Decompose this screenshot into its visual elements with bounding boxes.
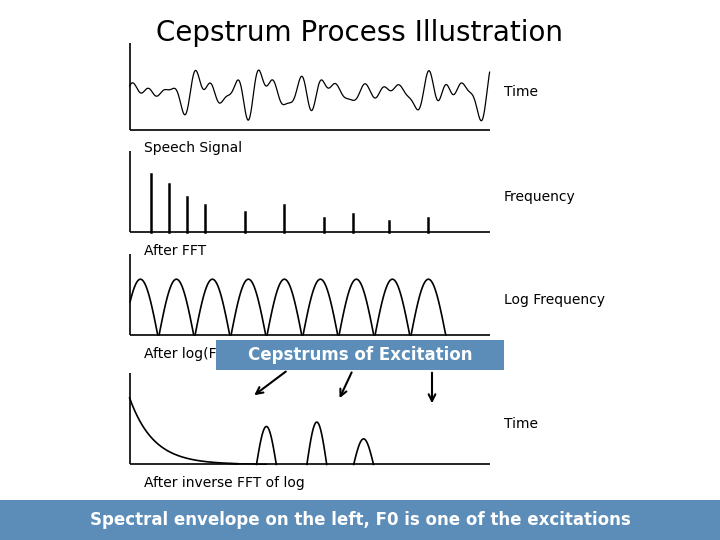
Text: Speech Signal: Speech Signal — [144, 141, 242, 156]
Text: Frequency: Frequency — [504, 190, 576, 204]
Text: Spectral envelope on the left, F0 is one of the excitations: Spectral envelope on the left, F0 is one… — [89, 511, 631, 529]
Text: Time: Time — [504, 417, 538, 431]
Text: After inverse FFT of log: After inverse FFT of log — [144, 476, 305, 490]
Text: Log Frequency: Log Frequency — [504, 293, 605, 307]
Text: Cepstrum Process Illustration: Cepstrum Process Illustration — [156, 19, 564, 47]
Text: After log(FFT): After log(FFT) — [144, 347, 238, 361]
Text: Cepstrums of Excitation: Cepstrums of Excitation — [248, 346, 472, 364]
Text: After FFT: After FFT — [144, 244, 206, 258]
FancyBboxPatch shape — [216, 340, 504, 370]
FancyBboxPatch shape — [0, 500, 720, 540]
Text: Time: Time — [504, 85, 538, 99]
